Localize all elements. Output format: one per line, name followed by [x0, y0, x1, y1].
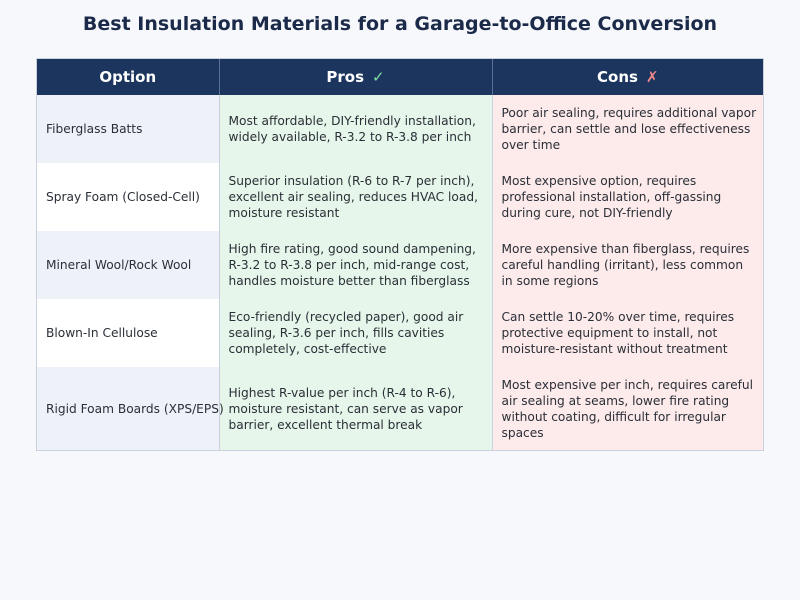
- insulation-table: Option Pros ✓ Cons ✗ Fiberglass Batts Most…: [37, 59, 763, 450]
- table-row: Spray Foam (Closed-Cell) Superior insula…: [37, 163, 763, 231]
- option-cell: Spray Foam (Closed-Cell): [37, 163, 220, 231]
- comparison-table: Option Pros ✓ Cons ✗ Fiberglass Batts Most…: [36, 58, 764, 451]
- cons-cell: Most expensive per inch, requires carefu…: [492, 367, 763, 450]
- header-pros: Pros ✓: [219, 59, 493, 95]
- cons-cell: More expensive than fiberglass, requires…: [492, 231, 763, 299]
- pros-cell: Eco-friendly (recycled paper), good air …: [219, 299, 493, 367]
- cross-icon: ✗: [645, 68, 659, 86]
- table-row: Blown-In Cellulose Eco-friendly (recycle…: [37, 299, 763, 367]
- option-cell: Rigid Foam Boards (XPS/EPS): [37, 367, 224, 450]
- header-cons: Cons ✗: [492, 59, 763, 95]
- pros-cell: Superior insulation (R-6 to R-7 per inch…: [219, 163, 493, 231]
- pros-cell: High fire rating, good sound dampening, …: [219, 231, 493, 299]
- table-row: Fiberglass Batts Most affordable, DIY-fr…: [37, 95, 763, 163]
- cons-cell: Most expensive option, requires professi…: [492, 163, 763, 231]
- cons-cell: Can settle 10-20% over time, requires pr…: [492, 299, 763, 367]
- page-title: Best Insulation Materials for a Garage-t…: [82, 13, 718, 35]
- checkmark-icon: ✓: [372, 68, 385, 86]
- table-row: Rigid Foam Boards (XPS/EPS) Highest R-va…: [37, 367, 763, 450]
- table-row: Mineral Wool/Rock Wool High fire rating,…: [37, 231, 763, 299]
- pros-cell: Most affordable, DIY-friendly installati…: [219, 95, 493, 163]
- option-cell: Fiberglass Batts: [37, 95, 220, 163]
- header-pros-label: Pros: [326, 68, 365, 86]
- header-option: Option: [37, 59, 220, 95]
- pros-cell: Highest R-value per inch (R-4 to R-6), m…: [219, 367, 493, 450]
- header-option-label: Option: [99, 68, 157, 86]
- header-cons-label: Cons: [597, 68, 638, 86]
- cons-cell: Poor air sealing, requires additional va…: [492, 95, 763, 163]
- option-cell: Mineral Wool/Rock Wool: [37, 231, 220, 299]
- header-row: Option Pros ✓ Cons ✗: [37, 59, 763, 95]
- option-cell: Blown-In Cellulose: [37, 299, 220, 367]
